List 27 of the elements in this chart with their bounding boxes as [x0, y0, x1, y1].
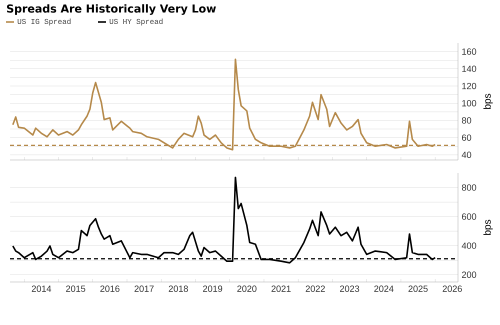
x-tick-label: 2016: [100, 286, 120, 292]
y-tick-label: 400: [462, 242, 476, 249]
x-tick-label: 2021: [272, 286, 291, 292]
x-tick-label: 2024: [374, 286, 394, 292]
y-tick-label: 200: [462, 272, 476, 278]
y-tick-label: 100: [462, 100, 476, 106]
y-tick-label: 140: [462, 66, 476, 72]
y-tick-label: 40: [462, 152, 472, 158]
x-tick-label: 2025: [408, 286, 428, 292]
x-tick-label: 2018: [168, 286, 188, 292]
y-tick-label: 600: [462, 213, 476, 220]
x-tick-label: 2014: [32, 286, 52, 292]
y-tick-label: 160: [462, 48, 476, 55]
y-tick-label: 800: [462, 184, 476, 191]
y-tick-label: 80: [462, 117, 472, 124]
x-tick-label: 2015: [66, 286, 86, 292]
x-tick-label: 2019: [203, 286, 222, 292]
y-axis-title: bps: [483, 94, 493, 109]
x-tick-label: 2020: [237, 286, 257, 292]
y-tick-label: 120: [462, 82, 476, 90]
x-tick-label: 2022: [306, 286, 325, 292]
y-axis-title: bps: [483, 220, 493, 235]
x-tick-label: 2023: [340, 286, 360, 292]
chart-title: Spreads Are Historically Very Low: [6, 4, 216, 15]
x-tick-label: 2017: [134, 286, 154, 292]
y-tick-label: 60: [462, 134, 472, 141]
x-tick-label: 2026: [442, 286, 462, 292]
